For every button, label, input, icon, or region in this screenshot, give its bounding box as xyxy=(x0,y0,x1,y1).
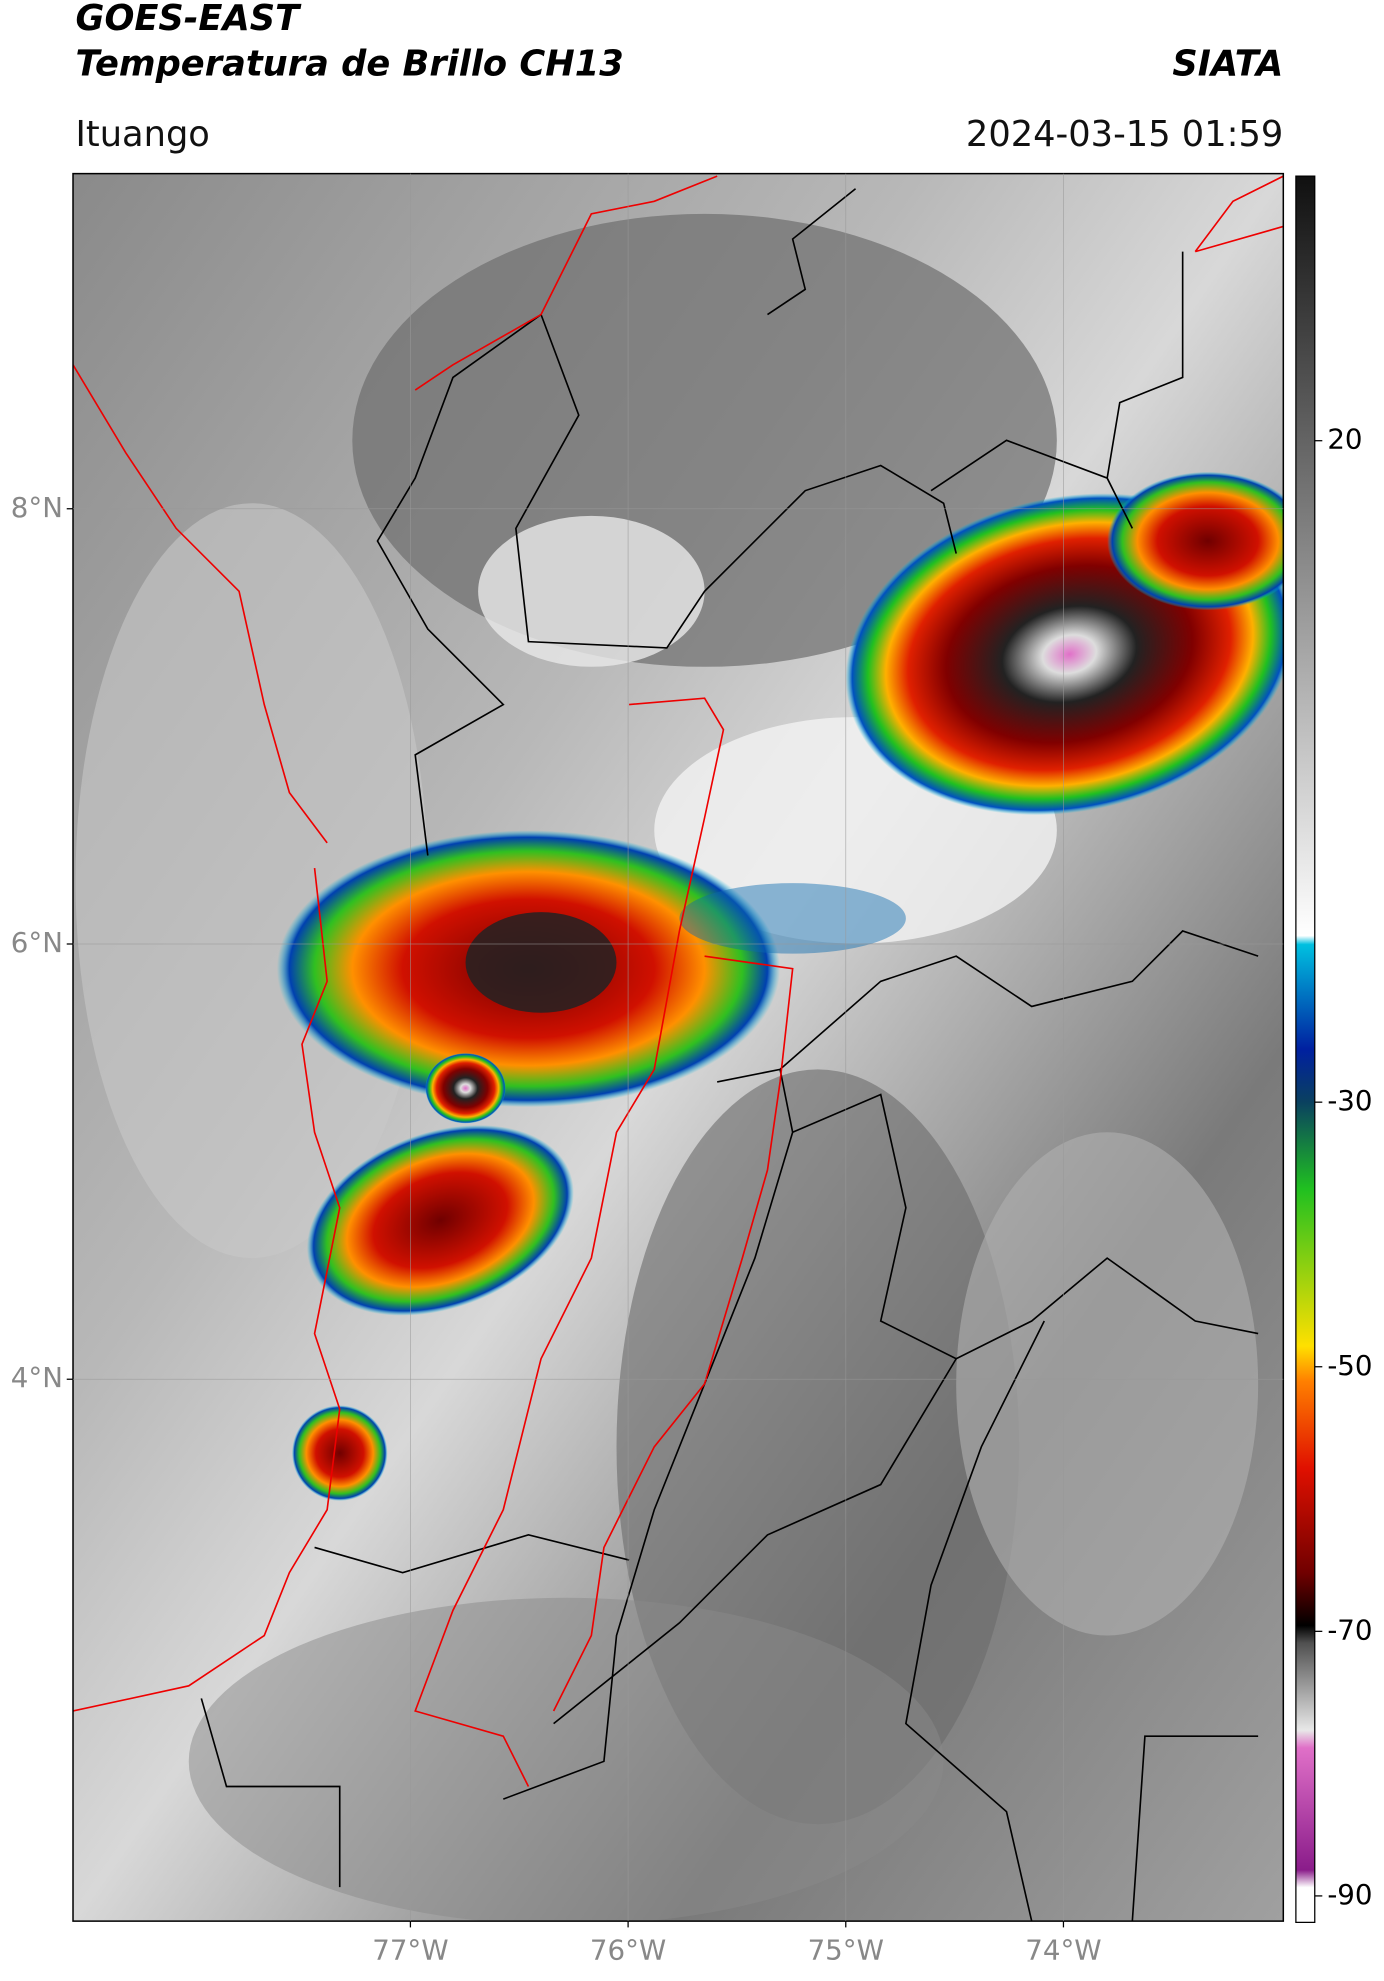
map-image xyxy=(73,173,1284,1922)
source: SIATA xyxy=(1172,43,1283,84)
colorbar-tick-label: -90 xyxy=(1327,1878,1372,1911)
x-tick-label: 74°W xyxy=(1025,1933,1101,1966)
colorbar-tick-label: -50 xyxy=(1327,1349,1372,1382)
title: GOES-EAST xyxy=(76,0,303,39)
y-tick-label: 8°N xyxy=(11,491,63,524)
colorbar xyxy=(1295,175,1316,1924)
colorbar-tick-label: 20 xyxy=(1327,423,1362,456)
y-tick-label: 4°N xyxy=(11,1361,63,1394)
colorbar-tick-label: -30 xyxy=(1327,1084,1372,1117)
datetime: 2024-03-15 01:59 xyxy=(966,114,1283,155)
x-tick-label: 76°W xyxy=(590,1933,666,1966)
x-tick-label: 75°W xyxy=(808,1933,884,1966)
map-frame xyxy=(72,172,1285,1922)
subtitle: Temperatura de Brillo CH13 xyxy=(76,43,624,84)
location: Ituango xyxy=(76,114,210,155)
colorbar-tick-label: -70 xyxy=(1327,1613,1372,1646)
y-tick-label: 6°N xyxy=(11,926,63,959)
x-tick-label: 77°W xyxy=(372,1933,448,1966)
